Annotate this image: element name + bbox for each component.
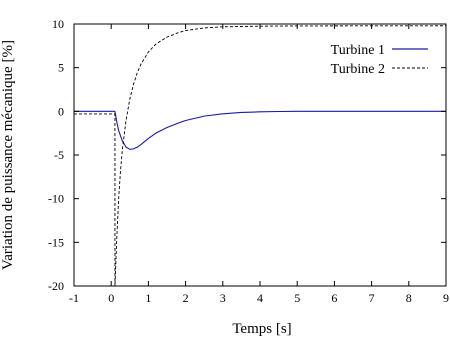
x-tick-label: -1: [69, 291, 79, 305]
y-tick-label: -5: [54, 148, 64, 162]
y-tick-label: 5: [58, 61, 64, 75]
x-tick-label: 3: [220, 291, 226, 305]
y-axis-title: Variation de puissance mécanique [%]: [0, 40, 16, 270]
x-tick-label: 0: [108, 291, 114, 305]
legend-label-turbine-2: Turbine 2: [331, 62, 385, 77]
x-axis-ticks: -1 0 1 2 3 4 5 6 7 8 9: [69, 24, 449, 305]
series-line-turbine-1: [74, 110, 446, 150]
legend: Turbine 1 Turbine 2: [331, 43, 428, 77]
plot-area: [73, 23, 447, 287]
x-axis-title: Temps [s]: [232, 321, 291, 337]
x-tick-label: 2: [183, 291, 189, 305]
y-tick-label: -20: [48, 279, 64, 293]
legend-label-turbine-1: Turbine 1: [331, 43, 385, 58]
x-tick-label: 9: [443, 291, 449, 305]
x-tick-label: 7: [369, 291, 375, 305]
y-tick-label: 0: [58, 104, 64, 118]
x-tick-label: 6: [331, 291, 337, 305]
plot-frame: [73, 23, 447, 287]
y-tick-label: -15: [48, 235, 64, 249]
x-tick-label: 4: [257, 291, 263, 305]
series-line-turbine-2: [74, 25, 447, 287]
y-tick-label: 10: [52, 17, 64, 31]
x-tick-label: 5: [294, 291, 300, 305]
y-tick-label: -10: [48, 192, 64, 206]
y-axis-ticks: -20 -15 -10 -5 0 5 10: [48, 17, 446, 293]
x-tick-label: 1: [145, 291, 151, 305]
x-tick-label: 8: [406, 291, 412, 305]
